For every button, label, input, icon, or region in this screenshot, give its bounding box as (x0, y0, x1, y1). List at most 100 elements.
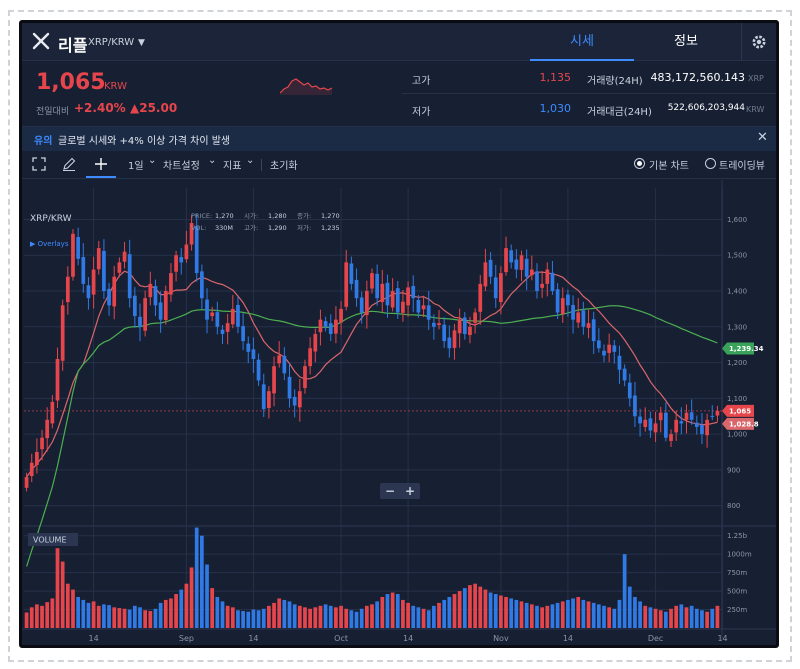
candle (76, 236, 80, 259)
volume-bar (478, 586, 483, 628)
candle (364, 291, 369, 315)
candle (339, 308, 343, 323)
candle (65, 276, 70, 303)
ohlc-price-value: 1,270 (215, 212, 234, 220)
chevron-down-icon: ⌄ (208, 155, 217, 166)
overlays-toggle[interactable]: ▶ Overlays (30, 240, 69, 248)
tab-info[interactable]: 정보 (674, 34, 698, 49)
chart-settings-button[interactable]: 차트설정 (163, 161, 200, 172)
candle (715, 410, 720, 416)
price-chart[interactable]: 800 900 1,000 1,100 1,200 1,300 1,400 1,500 1,60… (22, 180, 779, 648)
coin-pair[interactable]: XRP/KRW (88, 37, 135, 48)
volume-bar (622, 554, 627, 628)
candle (55, 359, 60, 401)
row-divider (402, 93, 776, 94)
volume-bars (24, 527, 720, 628)
time-tick-label: Nov (493, 634, 509, 643)
time-tick-label: 14 (563, 634, 573, 643)
change-amount: ▲25.00 (130, 101, 178, 115)
candle (689, 412, 694, 420)
tradingview-radio[interactable] (705, 158, 716, 169)
volume-bar (401, 599, 405, 628)
candle (700, 424, 704, 435)
price-tick-label: 1,200 (727, 359, 747, 367)
volume-bar (230, 607, 235, 628)
crosshair-tool[interactable] (86, 153, 116, 178)
volume-bar (349, 610, 354, 628)
basic-chart-label[interactable]: 기본 차트 (649, 161, 689, 172)
candle (462, 317, 467, 334)
candle (179, 257, 184, 263)
tab-price[interactable]: 시세 (530, 23, 634, 61)
candle (643, 419, 648, 427)
candle (112, 276, 117, 307)
change-percent: +2.40% (74, 101, 126, 115)
ripple-logo-icon (32, 32, 50, 50)
candle (566, 294, 570, 306)
volume-bar (297, 605, 302, 628)
volume-bar (370, 604, 374, 628)
reset-button[interactable]: 초기화 (270, 161, 298, 172)
notice-text: 글로벌 시세와 +4% 이상 가격 차이 발생 (58, 136, 231, 147)
candle (540, 283, 544, 288)
price-badges: 1,239.34 1,065 1,028.8 (722, 342, 764, 430)
tradingview-label[interactable]: 트레이딩뷰 (719, 161, 765, 172)
candle (426, 305, 431, 320)
time-tick-label: 14 (89, 634, 99, 643)
candle (297, 391, 302, 408)
volume-bar (102, 604, 106, 628)
volume-bar (200, 535, 204, 628)
volume-bar (385, 594, 390, 628)
volume-bar (308, 608, 312, 628)
candle (406, 287, 410, 306)
volume-bar (529, 604, 534, 628)
volume-bar (664, 611, 668, 628)
volume-bar (364, 605, 369, 628)
interval-select[interactable]: 1일 (128, 161, 144, 172)
indicators-button[interactable]: 지표 (223, 161, 242, 172)
time-tick-label: 14 (403, 634, 413, 643)
volume-bar (576, 596, 581, 628)
candle (705, 419, 709, 436)
basic-chart-radio[interactable] (634, 158, 645, 169)
price-tick-label: 1,400 (727, 288, 747, 296)
volume-bar (514, 599, 519, 628)
volume-bar (143, 610, 148, 628)
volume-bar (437, 602, 441, 628)
price-tick-label: 1,600 (727, 216, 747, 224)
chevron-down-icon[interactable]: ▼ (138, 38, 145, 48)
zoom-in-button[interactable]: + (404, 484, 416, 498)
axes: 800 900 1,000 1,100 1,200 1,300 1,400 1,500 1,60… (89, 216, 752, 643)
pencil-icon[interactable] (62, 157, 76, 171)
zoom-out-button[interactable]: − (384, 484, 396, 498)
volume-bar (674, 605, 679, 628)
gear-icon[interactable] (750, 33, 768, 51)
ma-short-line (26, 270, 718, 478)
candle (71, 233, 75, 277)
volume-tick-label: 1000m (727, 551, 752, 559)
candle (545, 269, 550, 284)
volume-bar (488, 592, 493, 628)
crosshair-icon (95, 158, 107, 170)
volume-bar (261, 608, 266, 628)
fullscreen-icon[interactable] (32, 157, 46, 171)
coin-name[interactable]: 리플 (58, 36, 88, 55)
high-label: 고가 (412, 76, 431, 87)
candle (555, 289, 560, 313)
volume-bar (581, 599, 586, 628)
volume-bar (35, 604, 39, 628)
top-bar: 리플 XRP/KRW ▼ 시세 정보 (22, 23, 776, 61)
volume-bar (184, 583, 189, 628)
volume-bar (194, 527, 199, 628)
chart-canvas[interactable]: 800 900 1,000 1,100 1,200 1,300 1,400 1,500 1,60… (22, 180, 779, 648)
candle (674, 419, 679, 433)
volume-bar (679, 604, 684, 628)
volume-bar (710, 608, 715, 628)
volume-bar (684, 607, 689, 628)
candle (653, 423, 658, 433)
chevron-down-icon: ⌄ (148, 155, 157, 166)
volume-bar (483, 589, 488, 628)
volume-bar (540, 607, 544, 628)
close-icon[interactable]: ✕ (757, 130, 768, 145)
volume-bar (406, 602, 410, 628)
